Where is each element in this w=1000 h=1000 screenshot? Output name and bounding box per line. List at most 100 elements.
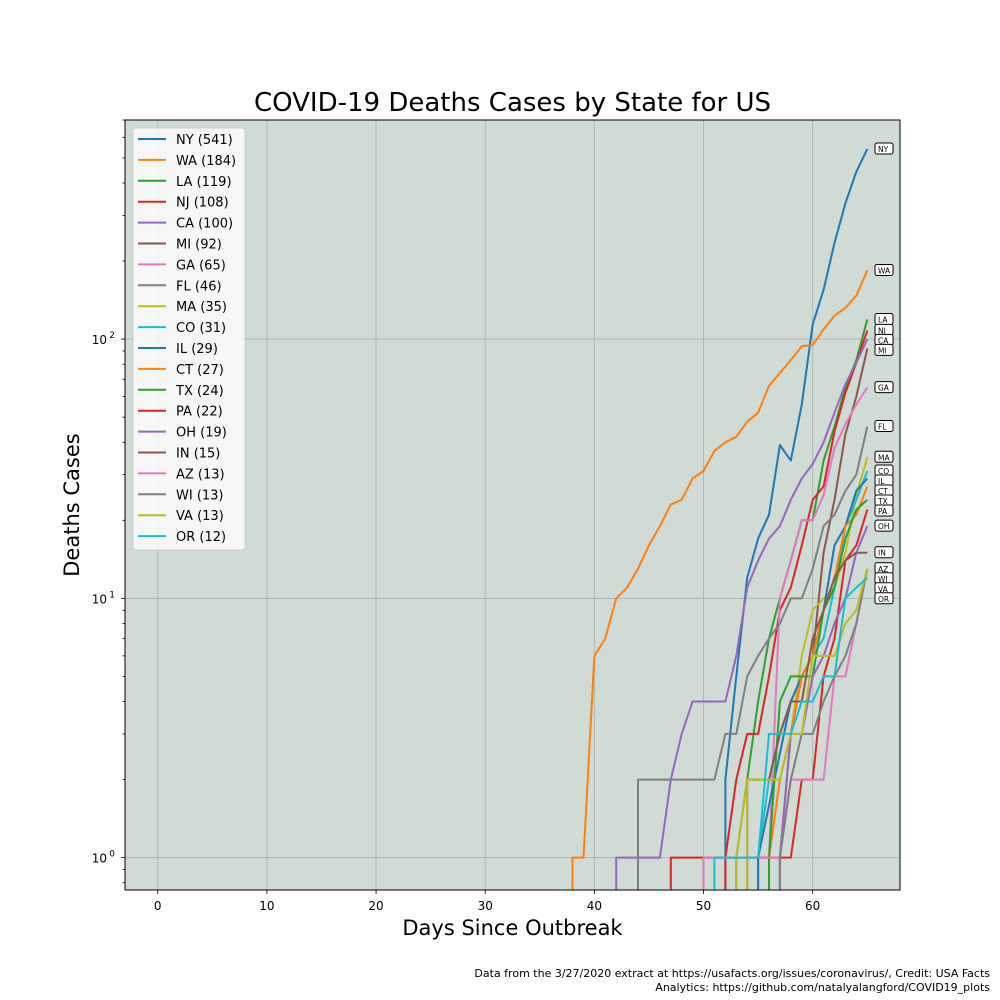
series-lines [571, 148, 869, 890]
footer-analytics: Analytics: https://github.com/natalyalan… [655, 981, 990, 994]
legend-item: GA (65) [138, 258, 226, 273]
legend-label: WI (13) [176, 488, 224, 503]
end-label-ny: NY [874, 142, 894, 155]
end-label-box [874, 450, 894, 463]
end-label-az: AZ [874, 562, 894, 575]
legend-item: MA (35) [138, 300, 227, 315]
end-label-box [874, 504, 894, 517]
legend-label: OH (19) [176, 426, 227, 441]
legend-label: CA (100) [176, 217, 233, 232]
legend-item: CA (100) [138, 217, 233, 232]
end-label-la: LA [874, 313, 894, 326]
y-tick-exponent: 0 [109, 850, 115, 860]
y-tick-exponent: 1 [109, 590, 115, 600]
end-label-text: MI [878, 346, 887, 355]
end-label-nj: NJ [874, 323, 894, 336]
x-tick-label: 40 [587, 899, 602, 913]
legend-item: CO (31) [138, 321, 226, 336]
legend-label: AZ (13) [176, 467, 225, 482]
end-label-text: AZ [878, 565, 888, 574]
legend-label: TX (24) [175, 384, 224, 399]
end-label-box [874, 381, 894, 394]
end-label-text: CO [878, 467, 889, 476]
series-line-oh [778, 525, 869, 890]
legend-item: TX (24) [138, 384, 224, 399]
end-label-box [874, 343, 894, 356]
legend-label: IN (15) [176, 447, 220, 462]
legend-item: OR (12) [138, 530, 226, 545]
y-axis-label: Deaths Cases [60, 433, 84, 576]
end-label-ct: CT [874, 484, 894, 497]
series-line-fl [637, 426, 869, 890]
end-label-text: IN [878, 549, 886, 558]
plot-frame [124, 119, 901, 891]
legend-item: CT (27) [138, 363, 224, 378]
end-label-text: VA [878, 585, 889, 594]
legend-label: NY (541) [176, 133, 233, 148]
chart-title: COVID-19 Deaths Cases by State for US [254, 88, 771, 118]
series-line-wi [778, 568, 869, 890]
legend-item: NJ (108) [138, 196, 229, 211]
legend-label: OR (12) [176, 530, 226, 545]
series-line-wa [571, 270, 869, 890]
end-label-or: OR [874, 592, 894, 605]
end-label-text: CA [878, 336, 889, 345]
end-label-tx: TX [874, 494, 894, 507]
x-tick-label: 10 [259, 899, 274, 913]
end-label-wi: WI [874, 572, 894, 585]
end-label-text: TX [877, 497, 888, 506]
series-line-ma [735, 457, 869, 890]
legend-item: PA (22) [138, 405, 223, 420]
footer-credit: Data from the 3/27/2020 extract at https… [474, 967, 990, 980]
end-label-va: VA [874, 582, 894, 595]
legend-item: NY (541) [138, 133, 233, 148]
series-line-or [713, 577, 868, 890]
legend-item: MI (92) [138, 238, 222, 253]
legend-label: LA (119) [176, 175, 232, 190]
legend: NY (541) WA (184) LA (119) NJ (108) CA (100)… [132, 127, 246, 551]
legend-item: WA (184) [138, 154, 236, 169]
legend-box [132, 127, 246, 551]
end-label-il: IL [874, 474, 894, 487]
end-label-mi: MI [874, 343, 894, 356]
x-tick-label: 30 [478, 899, 493, 913]
legend-item: VA (13) [138, 509, 224, 524]
y-tick-exponent: 2 [109, 331, 115, 341]
end-label-co: CO [874, 464, 894, 477]
legend-item: FL (46) [138, 279, 222, 294]
end-label-box [874, 519, 894, 532]
legend-item: IN (15) [138, 447, 220, 462]
x-axis-label: Days Since Outbreak [402, 916, 623, 940]
end-label-oh: OH [874, 519, 894, 532]
x-tick-label: 60 [805, 899, 820, 913]
end-label-box [874, 592, 894, 605]
legend-label: GA (65) [176, 258, 226, 273]
end-label-text: GA [878, 384, 890, 393]
legend-label: CO (31) [176, 321, 226, 336]
series-line-ca [615, 338, 869, 890]
end-label-pa: PA [874, 504, 894, 517]
end-label-text: OR [878, 595, 889, 604]
x-tick-label: 50 [696, 899, 711, 913]
legend-label: PA (22) [176, 405, 223, 420]
end-label-text: OH [878, 522, 890, 531]
end-label-ga: GA [874, 381, 894, 394]
legend-label: FL (46) [176, 279, 222, 294]
legend-item: AZ (13) [138, 467, 225, 482]
legend-item: WI (13) [138, 488, 224, 503]
end-label-ma: MA [874, 450, 894, 463]
end-label-box [874, 420, 894, 433]
x-tick-label: 0 [154, 899, 162, 913]
x-tick-label: 20 [368, 899, 383, 913]
legend-label: NJ (108) [176, 196, 229, 211]
legend-label: IL (29) [176, 342, 218, 357]
end-label-text: LA [878, 316, 888, 325]
end-label-text: MA [878, 453, 890, 462]
y-tick-label: 10 [92, 592, 107, 606]
legend-label: VA (13) [176, 509, 224, 524]
legend-item: LA (119) [138, 175, 232, 190]
end-label-text: PA [878, 507, 888, 516]
series-line-nj [724, 330, 869, 890]
end-label-text: WI [878, 575, 888, 584]
